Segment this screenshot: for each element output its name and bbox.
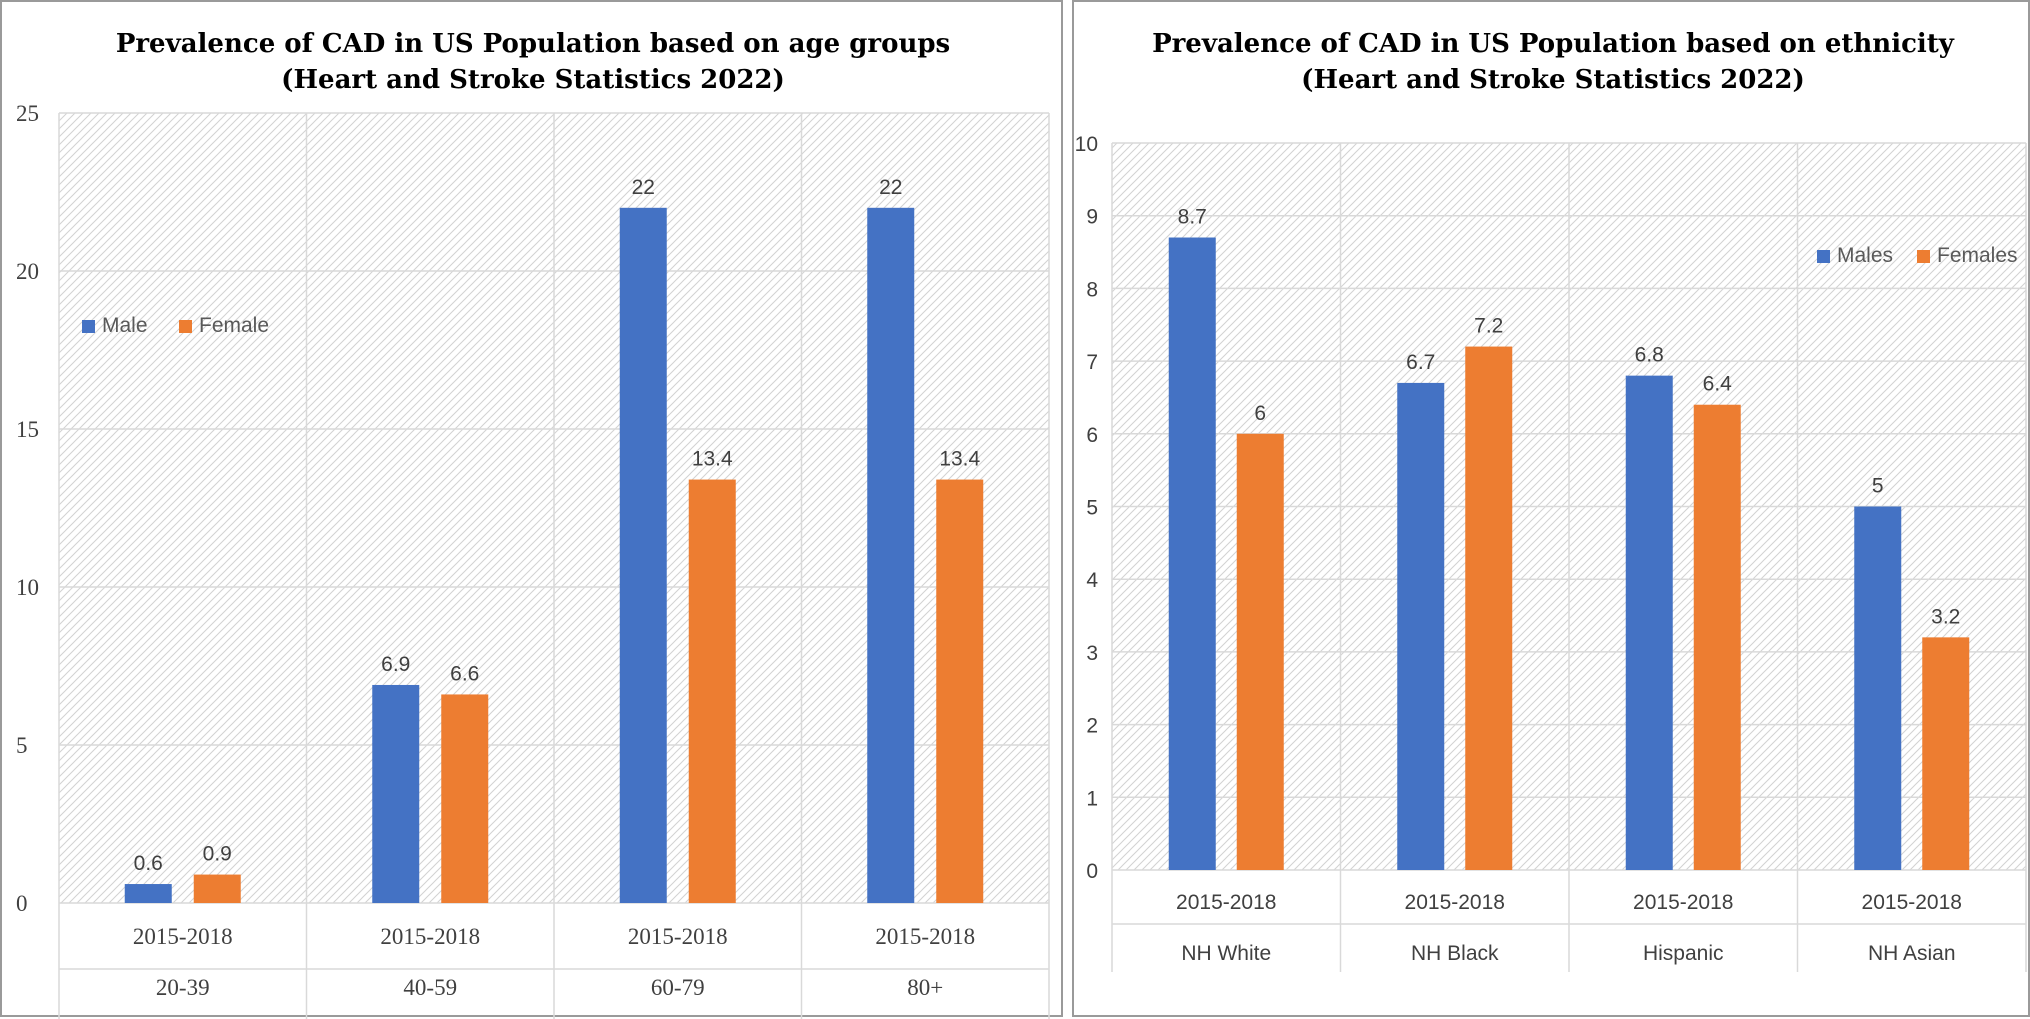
y-tick-label: 1 [1086, 787, 1098, 810]
data-label: 6.8 [1635, 344, 1664, 367]
x-tick-category: 20-39 [156, 975, 210, 1000]
bar-female [441, 694, 489, 903]
x-tick-period: 2015-2018 [1176, 891, 1276, 914]
x-tick-period: 2015-2018 [1633, 891, 1733, 914]
legend-label: Males [1837, 244, 1893, 267]
ethnicity-chart-panel: Prevalence of CAD in US Population based… [1072, 0, 2030, 1017]
data-label: 5 [1872, 475, 1884, 498]
y-tick-label: 9 [1086, 206, 1098, 229]
x-tick-period: 2015-2018 [1862, 891, 1962, 914]
x-tick-category: 60-79 [651, 975, 705, 1000]
bar-females [1236, 433, 1284, 870]
bar-males [1854, 506, 1902, 870]
ethnicity-chart: Prevalence of CAD in US Population based… [1075, 29, 2027, 972]
legend-label: Male [102, 314, 148, 337]
bar-male [372, 684, 420, 903]
bar-female [193, 874, 241, 903]
chart-title: Prevalence of CAD in US Population based… [116, 29, 950, 59]
bar-male [867, 207, 915, 904]
bar-males [1168, 237, 1216, 870]
data-label: 13.4 [692, 448, 733, 471]
x-tick-category: 80+ [907, 975, 943, 1000]
ethnicity-chart-plot: 0 1 2 3 4 5 6 7 8 9 10 8.7 6 2015-2018 NH White 6.7 7.2 2… [1075, 133, 2027, 972]
y-tick-label: 4 [1086, 569, 1098, 592]
data-label: 13.4 [939, 448, 980, 471]
legend-label: Females [1937, 244, 2018, 267]
bar-females [1693, 404, 1741, 870]
y-tick-label: 6 [1086, 424, 1098, 447]
age-chart-panel: Prevalence of CAD in US Population based… [0, 0, 1063, 1019]
y-tick-label: 5 [1086, 497, 1098, 520]
bar-female [688, 479, 736, 903]
data-label: 3.2 [1931, 605, 1960, 628]
legend-swatch-male [82, 320, 95, 333]
y-tick-label: 25 [16, 101, 39, 126]
legend-swatch-female [179, 320, 192, 333]
chart-subtitle: (Heart and Stroke Statistics 2022) [1301, 65, 1805, 95]
legend-label: Female [199, 314, 269, 337]
data-label: 0.9 [203, 843, 232, 866]
data-label: 6.4 [1703, 373, 1733, 396]
data-label: 0.6 [134, 852, 163, 875]
chart-subtitle: (Heart and Stroke Statistics 2022) [281, 65, 785, 95]
data-label: 22 [879, 176, 902, 199]
y-tick-label: 2 [1086, 715, 1098, 738]
data-label: 22 [632, 176, 655, 199]
data-label: 7.2 [1474, 315, 1503, 338]
y-tick-label: 20 [16, 259, 39, 284]
data-label: 6.6 [450, 662, 479, 685]
y-tick-label: 7 [1086, 351, 1098, 374]
bar-male [124, 884, 172, 903]
x-tick-period: 2015-2018 [1405, 891, 1505, 914]
legend-swatch-females [1917, 250, 1930, 263]
bar-females [1922, 637, 1970, 870]
y-tick-label: 5 [16, 733, 28, 758]
x-tick-category: NH Asian [1868, 942, 1956, 965]
x-tick-category: Hispanic [1643, 942, 1724, 965]
x-tick-category: NH White [1181, 942, 1271, 965]
y-tick-label: 8 [1086, 278, 1098, 301]
x-tick-period: 2015-2018 [628, 924, 728, 949]
y-tick-label: 10 [16, 575, 39, 600]
age-chart: Prevalence of CAD in US Population based… [16, 29, 1050, 1019]
y-tick-label: 15 [16, 417, 39, 442]
bar-male [619, 207, 667, 904]
bar-males [1625, 375, 1673, 870]
legend: Males Females [1817, 244, 2018, 267]
x-tick-category: NH Black [1411, 942, 1499, 965]
legend: Male Female [82, 314, 269, 337]
x-tick-period: 2015-2018 [875, 924, 975, 949]
data-label: 6.7 [1406, 351, 1435, 374]
bar-female [936, 479, 984, 903]
x-tick-period: 2015-2018 [133, 924, 233, 949]
age-chart-plot: 0 5 10 15 20 25 0.6 0.9 2015-2018 20-39 6.9 6.6 2015… [16, 101, 1050, 1019]
legend-swatch-males [1817, 250, 1830, 263]
bar-females [1465, 346, 1513, 870]
bar-males [1397, 382, 1445, 870]
y-tick-label: 3 [1086, 642, 1098, 665]
chart-title: Prevalence of CAD in US Population based… [1152, 29, 1955, 59]
data-label: 6 [1254, 402, 1266, 425]
y-tick-label: 10 [1075, 133, 1098, 156]
y-tick-label: 0 [16, 891, 28, 916]
x-tick-category: 40-59 [403, 975, 457, 1000]
x-tick-period: 2015-2018 [380, 924, 480, 949]
data-label: 6.9 [381, 653, 410, 676]
y-tick-label: 0 [1086, 860, 1098, 883]
data-label: 8.7 [1178, 206, 1207, 229]
